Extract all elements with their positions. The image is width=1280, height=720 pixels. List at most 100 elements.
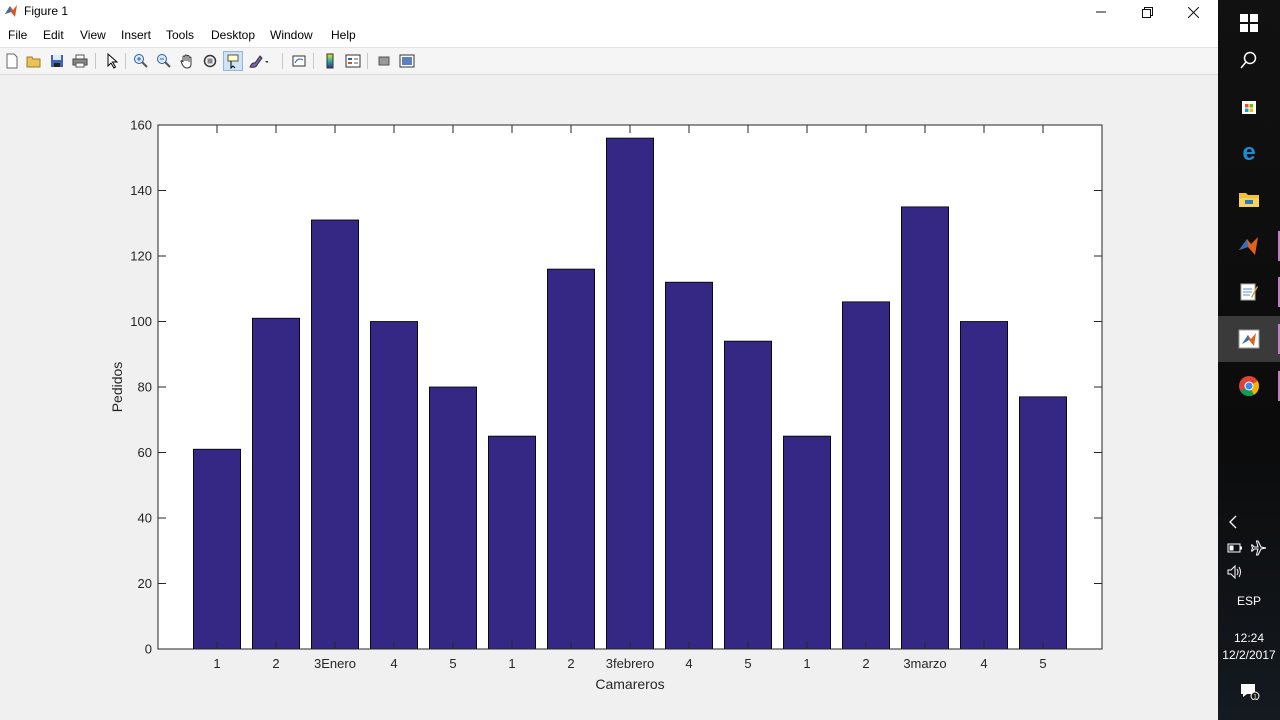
link-plot-button[interactable] bbox=[289, 51, 309, 71]
running-indicator bbox=[1278, 371, 1280, 401]
menu-desktop[interactable]: Desktop bbox=[211, 28, 256, 42]
link-plot-icon bbox=[292, 55, 306, 67]
windows-start-icon bbox=[1240, 14, 1258, 32]
new-figure-button[interactable] bbox=[2, 51, 22, 71]
x-tick-label: 2 bbox=[567, 656, 574, 671]
notepad-icon bbox=[1240, 283, 1258, 301]
bar[interactable] bbox=[724, 340, 773, 650]
bar[interactable] bbox=[428, 386, 477, 650]
taskbar-store-button[interactable] bbox=[1218, 83, 1280, 129]
menu-window[interactable]: Window bbox=[270, 28, 313, 42]
bar[interactable] bbox=[842, 301, 891, 650]
running-indicator bbox=[1278, 277, 1280, 307]
menu-file[interactable]: File bbox=[8, 28, 28, 42]
menu-help[interactable]: Help bbox=[331, 28, 356, 42]
taskbar-explorer-button[interactable] bbox=[1218, 176, 1280, 222]
open-file-button[interactable] bbox=[24, 51, 44, 71]
bar[interactable] bbox=[310, 219, 359, 650]
menu-view[interactable]: View bbox=[80, 28, 106, 42]
bar[interactable] bbox=[901, 206, 950, 650]
save-button[interactable] bbox=[47, 51, 67, 71]
menu-tools[interactable]: Tools bbox=[166, 28, 195, 42]
battery-icon[interactable] bbox=[1227, 542, 1243, 557]
bar[interactable] bbox=[665, 281, 714, 650]
menu-insert[interactable]: Insert bbox=[121, 28, 152, 42]
bar[interactable] bbox=[547, 268, 596, 650]
running-indicator bbox=[1278, 231, 1280, 261]
bar[interactable] bbox=[783, 435, 832, 650]
y-tick-label: 40 bbox=[138, 511, 152, 526]
taskbar-search-button[interactable] bbox=[1218, 37, 1280, 83]
svg-text:1: 1 bbox=[1253, 695, 1257, 701]
x-tick-label: 5 bbox=[449, 656, 456, 671]
print-icon bbox=[72, 54, 88, 68]
data-cursor-button[interactable] bbox=[223, 51, 243, 71]
pan-button[interactable] bbox=[177, 51, 197, 71]
y-tick-label: 160 bbox=[130, 118, 152, 133]
input-language[interactable]: ESP bbox=[1236, 594, 1261, 608]
x-tick-label: 2 bbox=[862, 656, 869, 671]
taskbar-matlab-figure-button[interactable] bbox=[1218, 316, 1280, 362]
zoom-out-button[interactable] bbox=[154, 51, 174, 71]
x-tick-label: 1 bbox=[803, 656, 810, 671]
pointer-button[interactable] bbox=[102, 51, 122, 71]
restore-icon bbox=[1141, 6, 1153, 18]
volume-icon[interactable] bbox=[1227, 564, 1245, 582]
bar[interactable] bbox=[487, 435, 536, 650]
hide-plot-tools-button[interactable] bbox=[374, 51, 394, 71]
taskbar-matlab-button[interactable] bbox=[1218, 223, 1280, 269]
bar[interactable] bbox=[606, 137, 655, 650]
brush-button[interactable] bbox=[248, 51, 268, 71]
show-plot-tools-button[interactable] bbox=[397, 51, 417, 71]
bar[interactable] bbox=[251, 317, 300, 650]
running-indicator bbox=[1278, 324, 1280, 354]
clock-time[interactable]: 12:24 bbox=[1233, 631, 1265, 645]
matlab-figure-icon bbox=[1238, 329, 1260, 349]
toolbar-separator bbox=[313, 53, 314, 69]
figure-window: Figure 1 File Edit View Insert Tools Des… bbox=[0, 0, 1218, 720]
taskbar-start-button[interactable] bbox=[1218, 0, 1280, 46]
airplane-mode-icon[interactable] bbox=[1250, 540, 1267, 559]
x-tick-label: 4 bbox=[685, 656, 692, 671]
window-title: Figure 1 bbox=[24, 4, 69, 18]
x-tick-label: 4 bbox=[390, 656, 397, 671]
bar[interactable] bbox=[1019, 396, 1068, 650]
legend-button[interactable] bbox=[343, 51, 363, 71]
x-tick-label: 3febrero bbox=[606, 656, 654, 671]
clock-date[interactable]: 12/2/2017 bbox=[1222, 648, 1276, 662]
x-tick-label: 3Enero bbox=[314, 656, 356, 671]
figure-canvas: 1 2 3Enero 4 5 1 2 3febrero 4 5 1 2 3marzo 4 5 0 20 40 60 8… bbox=[0, 75, 1218, 720]
minimize-icon bbox=[1096, 11, 1106, 13]
chrome-icon bbox=[1239, 376, 1260, 397]
bar[interactable] bbox=[369, 321, 418, 650]
show-plot-tools-icon bbox=[399, 54, 415, 68]
restore-button[interactable] bbox=[1124, 0, 1170, 24]
toolbar-separator bbox=[125, 53, 126, 69]
x-tick-label: 1 bbox=[213, 656, 220, 671]
rotate-3d-button[interactable] bbox=[200, 51, 220, 71]
bar-chart[interactable]: 1 2 3Enero 4 5 1 2 3febrero 4 5 1 2 3marzo 4 5 0 20 40 60 8… bbox=[0, 75, 1218, 720]
x-tick-label: 5 bbox=[744, 656, 751, 671]
title-bar: Figure 1 bbox=[0, 0, 1218, 24]
show-hidden-icons-icon[interactable] bbox=[1228, 515, 1238, 532]
pan-hand-icon bbox=[180, 54, 192, 69]
x-tick-label: 3marzo bbox=[903, 656, 946, 671]
action-center-icon[interactable]: 1 bbox=[1240, 682, 1260, 703]
menu-bar: File Edit View Insert Tools Desktop Wind… bbox=[0, 24, 1218, 64]
menu-edit[interactable]: Edit bbox=[43, 28, 64, 42]
bar[interactable] bbox=[960, 321, 1009, 650]
taskbar-edge-button[interactable]: e bbox=[1218, 129, 1280, 175]
bar[interactable] bbox=[192, 448, 241, 650]
toolbar-separator bbox=[95, 53, 96, 69]
print-button[interactable] bbox=[70, 51, 90, 71]
pointer-icon bbox=[107, 53, 118, 69]
close-button[interactable] bbox=[1170, 0, 1216, 24]
taskbar-chrome-button[interactable] bbox=[1218, 363, 1280, 409]
y-axis-label: Pedidos bbox=[109, 362, 125, 413]
minimize-button[interactable] bbox=[1078, 0, 1124, 24]
legend-icon bbox=[345, 54, 361, 68]
colorbar-button[interactable] bbox=[320, 51, 340, 71]
edge-icon: e bbox=[1242, 141, 1255, 163]
taskbar-notepad-button[interactable] bbox=[1218, 269, 1280, 315]
zoom-in-button[interactable] bbox=[131, 51, 151, 71]
